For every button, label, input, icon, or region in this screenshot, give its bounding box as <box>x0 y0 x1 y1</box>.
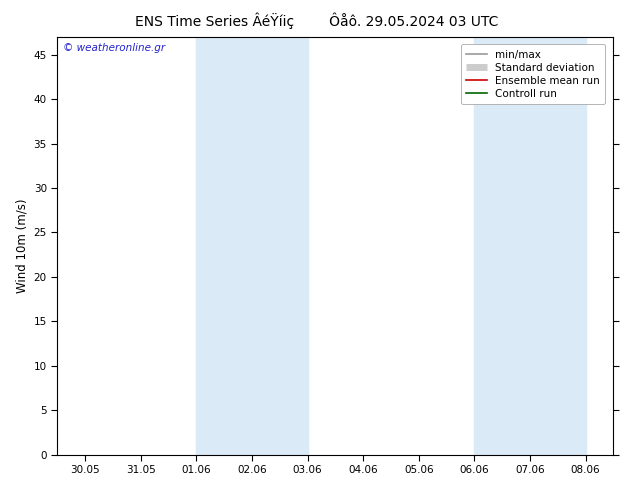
Y-axis label: Wind 10m (m/s): Wind 10m (m/s) <box>15 198 28 293</box>
Text: © weatheronline.gr: © weatheronline.gr <box>63 43 165 53</box>
Legend: min/max, Standard deviation, Ensemble mean run, Controll run: min/max, Standard deviation, Ensemble me… <box>461 45 605 104</box>
Text: ENS Time Series ÂéŸíiç        Ôåô. 29.05.2024 03 UTC: ENS Time Series ÂéŸíiç Ôåô. 29.05.2024 0… <box>135 12 499 29</box>
Bar <box>197 37 307 455</box>
Bar <box>474 37 586 455</box>
